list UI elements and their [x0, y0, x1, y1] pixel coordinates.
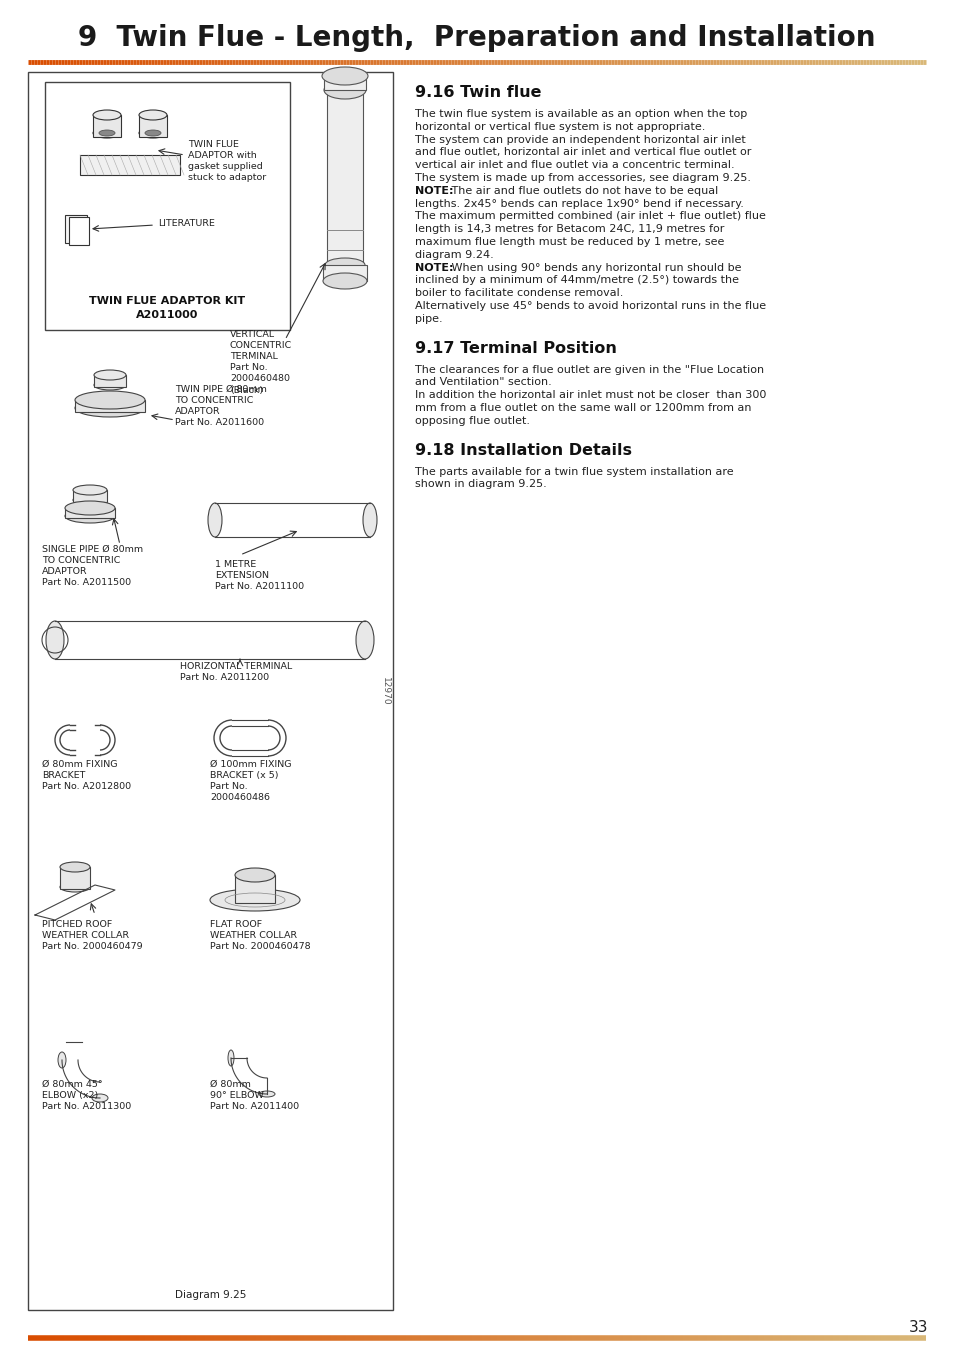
- Text: In addition the horizontal air inlet must not be closer  than 300: In addition the horizontal air inlet mus…: [415, 390, 765, 400]
- Text: The twin flue system is available as an option when the top: The twin flue system is available as an …: [415, 109, 746, 119]
- Bar: [73, 490, 107, 502]
- Ellipse shape: [94, 370, 126, 379]
- Text: horizontal or vertical flue system is not appropriate.: horizontal or vertical flue system is no…: [415, 122, 704, 132]
- Ellipse shape: [73, 495, 107, 505]
- Text: TWIN PIPE Ø 80mm
TO CONCENTRIC
ADAPTOR
Part No. A2011600: TWIN PIPE Ø 80mm TO CONCENTRIC ADAPTOR P…: [174, 385, 267, 428]
- Text: HORIZONTAL TERMINAL
Part No. A2011200: HORIZONTAL TERMINAL Part No. A2011200: [180, 662, 292, 682]
- Text: PITCHED ROOF
WEATHER COLLAR
Part No. 2000460479: PITCHED ROOF WEATHER COLLAR Part No. 200…: [42, 919, 143, 952]
- Text: 9.16 Twin flue: 9.16 Twin flue: [415, 85, 541, 100]
- Text: The system is made up from accessories, see diagram 9.25.: The system is made up from accessories, …: [415, 173, 750, 184]
- Ellipse shape: [60, 882, 90, 892]
- Text: SINGLE PIPE Ø 80mm
TO CONCENTRIC
ADAPTOR
Part No. A2011500: SINGLE PIPE Ø 80mm TO CONCENTRIC ADAPTOR…: [42, 545, 143, 587]
- Bar: [323, 265, 367, 281]
- Ellipse shape: [92, 128, 121, 138]
- Ellipse shape: [58, 1052, 66, 1068]
- Text: and Ventilation" section.: and Ventilation" section.: [415, 378, 551, 387]
- Text: 1 METRE
EXTENSION
Part No. A2011100: 1 METRE EXTENSION Part No. A2011100: [214, 560, 304, 591]
- Bar: [75, 400, 145, 412]
- Text: Ø 100mm FIXING
BRACKET (x 5)
Part No.
2000460486: Ø 100mm FIXING BRACKET (x 5) Part No. 20…: [210, 760, 292, 802]
- Text: 9  Twin Flue - Length,  Preparation and Installation: 9 Twin Flue - Length, Preparation and In…: [78, 24, 875, 53]
- Text: 33: 33: [907, 1320, 927, 1335]
- Text: NOTE:: NOTE:: [415, 186, 453, 196]
- Text: mm from a flue outlet on the same wall or 1200mm from an: mm from a flue outlet on the same wall o…: [415, 404, 751, 413]
- Text: maximum flue length must be reduced by 1 metre, see: maximum flue length must be reduced by 1…: [415, 238, 723, 247]
- Ellipse shape: [94, 379, 126, 390]
- Text: length is 14,3 metres for Betacom 24C, 11,9 metres for: length is 14,3 metres for Betacom 24C, 1…: [415, 224, 723, 234]
- Text: and flue outlet, horizontal air inlet and vertical flue outlet or: and flue outlet, horizontal air inlet an…: [415, 147, 751, 158]
- Bar: [69, 217, 89, 244]
- Ellipse shape: [65, 509, 115, 522]
- Ellipse shape: [139, 109, 167, 120]
- Bar: [28, 72, 393, 1309]
- Ellipse shape: [208, 504, 222, 537]
- Text: The clearances for a flue outlet are given in the "Flue Location: The clearances for a flue outlet are giv…: [415, 364, 763, 374]
- Ellipse shape: [210, 890, 299, 911]
- Ellipse shape: [322, 68, 368, 85]
- Ellipse shape: [228, 1050, 233, 1066]
- Text: FLAT ROOF
WEATHER COLLAR
Part No. 2000460478: FLAT ROOF WEATHER COLLAR Part No. 200046…: [210, 919, 311, 952]
- Bar: [80, 155, 180, 176]
- Text: Ø 80mm
90° ELBOW
Part No. A2011400: Ø 80mm 90° ELBOW Part No. A2011400: [210, 1080, 299, 1111]
- Ellipse shape: [91, 1094, 108, 1102]
- Bar: [92, 115, 121, 136]
- Ellipse shape: [323, 273, 367, 289]
- Ellipse shape: [139, 128, 167, 138]
- Ellipse shape: [75, 400, 145, 417]
- Text: The parts available for a twin flue system installation are: The parts available for a twin flue syst…: [415, 467, 733, 477]
- Bar: [94, 375, 126, 387]
- Ellipse shape: [258, 1091, 274, 1098]
- Ellipse shape: [46, 621, 64, 659]
- Ellipse shape: [73, 485, 107, 495]
- Text: NOTE:: NOTE:: [415, 263, 453, 273]
- Ellipse shape: [325, 258, 365, 271]
- Ellipse shape: [75, 392, 145, 409]
- Text: inclined by a minimum of 44mm/metre (2.5°) towards the: inclined by a minimum of 44mm/metre (2.5…: [415, 275, 739, 285]
- Bar: [65, 508, 115, 518]
- Text: 9.17 Terminal Position: 9.17 Terminal Position: [415, 340, 617, 355]
- Text: boiler to facilitate condense removal.: boiler to facilitate condense removal.: [415, 288, 622, 298]
- Bar: [45, 82, 290, 329]
- Text: TWIN FLUE ADAPTOR KIT
A2011000: TWIN FLUE ADAPTOR KIT A2011000: [90, 297, 245, 320]
- Ellipse shape: [324, 81, 366, 99]
- Text: When using 90° bends any horizontal run should be: When using 90° bends any horizontal run …: [448, 263, 740, 273]
- Ellipse shape: [355, 621, 374, 659]
- Text: 9.18 Installation Details: 9.18 Installation Details: [415, 443, 631, 458]
- Ellipse shape: [99, 130, 115, 136]
- Text: Ø 80mm 45°
ELBOW (x2)
Part No. A2011300: Ø 80mm 45° ELBOW (x2) Part No. A2011300: [42, 1080, 132, 1111]
- Text: 12970: 12970: [380, 676, 389, 705]
- Text: The system can provide an independent horizontal air inlet: The system can provide an independent ho…: [415, 135, 745, 144]
- Text: Alternatively use 45° bends to avoid horizontal runs in the flue: Alternatively use 45° bends to avoid hor…: [415, 301, 765, 310]
- Ellipse shape: [363, 504, 376, 537]
- Bar: [327, 90, 363, 265]
- Ellipse shape: [60, 863, 90, 872]
- Text: vertical air inlet and flue outlet via a concentric terminal.: vertical air inlet and flue outlet via a…: [415, 161, 734, 170]
- Text: TWIN FLUE
ADAPTOR with
gasket supplied
stuck to adaptor: TWIN FLUE ADAPTOR with gasket supplied s…: [188, 140, 266, 182]
- Bar: [65, 215, 87, 243]
- Text: pipe.: pipe.: [415, 313, 442, 324]
- Text: opposing flue outlet.: opposing flue outlet.: [415, 416, 530, 425]
- Text: LITERATURE: LITERATURE: [158, 219, 214, 228]
- Ellipse shape: [145, 130, 161, 136]
- Text: VERTICAL
CONCENTRIC
TERMINAL
Part No.
2000460480
(Black): VERTICAL CONCENTRIC TERMINAL Part No. 20…: [230, 329, 292, 394]
- Text: diagram 9.24.: diagram 9.24.: [415, 250, 494, 259]
- Bar: [324, 76, 366, 90]
- Text: The maximum permitted combined (air inlet + flue outlet) flue: The maximum permitted combined (air inle…: [415, 212, 765, 221]
- Bar: [234, 875, 274, 903]
- Text: Ø 80mm FIXING
BRACKET
Part No. A2012800: Ø 80mm FIXING BRACKET Part No. A2012800: [42, 760, 131, 791]
- Ellipse shape: [92, 109, 121, 120]
- Text: Diagram 9.25: Diagram 9.25: [174, 1291, 246, 1300]
- Ellipse shape: [65, 501, 115, 514]
- Bar: [139, 115, 167, 136]
- Text: lengths. 2x45° bends can replace 1x90° bend if necessary.: lengths. 2x45° bends can replace 1x90° b…: [415, 198, 743, 209]
- Bar: [60, 867, 90, 890]
- Text: The air and flue outlets do not have to be equal: The air and flue outlets do not have to …: [448, 186, 718, 196]
- Ellipse shape: [234, 868, 274, 882]
- Text: shown in diagram 9.25.: shown in diagram 9.25.: [415, 479, 546, 490]
